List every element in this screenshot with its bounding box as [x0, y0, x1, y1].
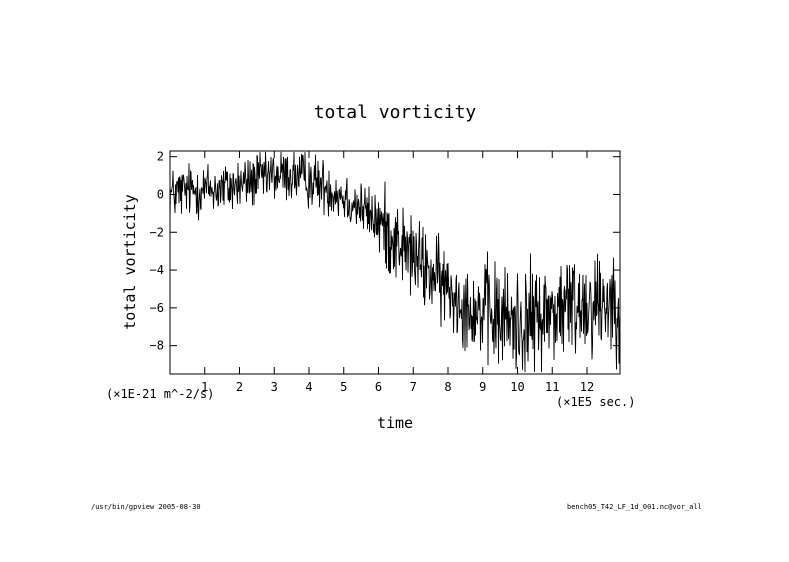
x-tick-label: 6	[375, 380, 382, 394]
y-tick-label: −6	[150, 301, 164, 315]
x-tick-label: 7	[410, 380, 417, 394]
x-tick-label: 8	[444, 380, 451, 394]
chart-title: total vorticity	[314, 102, 477, 123]
y-tick-label: −4	[150, 263, 164, 277]
y-tick-label: −8	[150, 339, 164, 353]
x-tick-label: 5	[340, 380, 347, 394]
y-tick-label: −2	[150, 225, 164, 239]
x-tick-label: 10	[510, 380, 524, 394]
footer-left: /usr/bin/gpview 2005-08-30	[91, 503, 201, 511]
x-unit-label: (×1E5 sec.)	[556, 395, 635, 409]
footer-right: bench05_T42_LF_1d_001.nc@vor_all	[567, 503, 702, 511]
x-tick-label: 1	[201, 380, 208, 394]
y-tick-label: 0	[157, 187, 164, 201]
x-tick-label: 2	[236, 380, 243, 394]
x-tick-label: 4	[305, 380, 312, 394]
x-tick-label: 11	[545, 380, 559, 394]
series-layer	[169, 151, 621, 373]
y-axis-ticks: 2 0 −2 −4 −6 −8	[150, 150, 620, 353]
x-axis-ticks: 1 2 3 4 5 6 7 8 9 10 11 12	[201, 151, 594, 394]
y-axis-label: total vorticity	[121, 194, 139, 329]
y-tick-label: 2	[157, 150, 164, 164]
x-tick-label: 9	[479, 380, 486, 394]
x-tick-label: 12	[580, 380, 594, 394]
y-unit-label: (×1E-21 m^-2/s)	[106, 387, 214, 401]
x-axis-label: time	[377, 414, 413, 432]
series-line	[169, 151, 621, 373]
x-tick-label: 3	[271, 380, 278, 394]
plot-frame	[169, 150, 621, 375]
